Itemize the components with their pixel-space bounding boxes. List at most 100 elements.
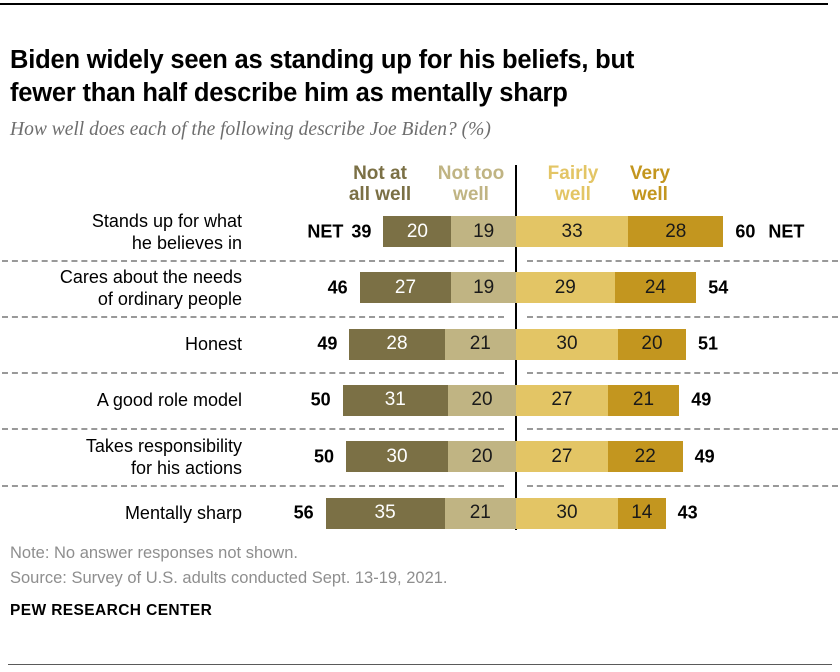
legend-label-line: Very [629, 163, 671, 184]
bottom-rule [8, 664, 832, 665]
legend-label-line: Not too [437, 163, 505, 184]
category-label-line: Cares about the needs [59, 266, 242, 287]
net-value-left: 50 [311, 390, 331, 411]
bar-segment-not-at-all-well: 27 [359, 272, 452, 304]
net-number: 54 [708, 277, 729, 298]
bar-value: 27 [551, 445, 573, 467]
bar-segment-fairly-well: 27 [516, 441, 608, 473]
bar-value: 30 [556, 502, 578, 523]
bar-segment-not-too-well: 20 [448, 384, 516, 416]
category-label: Cares about the needs of ordinary people [0, 266, 242, 310]
bar-segment-very-well: 21 [607, 384, 680, 416]
bar-value: 33 [561, 220, 583, 242]
bar-segment-not-too-well: 20 [448, 441, 516, 473]
row-separator [527, 428, 838, 431]
bar-segment-very-well: 20 [618, 328, 686, 360]
top-rule [0, 3, 828, 5]
net-value-left: NET 39 [307, 221, 371, 242]
category-label: Takes responsibility for his actions [0, 435, 242, 479]
bar-segment-not-at-all-well: 30 [346, 441, 448, 473]
pew-research-center-wordmark: PEW RESEARCH CENTER [10, 602, 213, 619]
net-number: 46 [327, 277, 348, 298]
legend-label-line: Fairly [547, 163, 599, 184]
bar-value: 20 [471, 445, 493, 467]
net-number: 49 [317, 333, 338, 354]
category-label-line: for his actions [130, 457, 242, 478]
bar-value: 19 [473, 276, 495, 298]
net-number: 43 [677, 502, 698, 523]
category-label-line: of ordinary people [97, 288, 242, 309]
net-value-right: 54 [708, 277, 728, 298]
row-separator [527, 484, 838, 487]
bar-row: 28 21 30 20 Honest 49 51 [0, 328, 840, 360]
net-value-left: 46 [328, 277, 348, 298]
chart-title: Biden widely seen as standing up for his… [10, 44, 828, 110]
bar-value: 31 [384, 389, 406, 411]
bar-row: 20 19 33 28 Stands up for what he believes in… [0, 211, 840, 253]
category-label: Honest [0, 333, 242, 355]
bar-value: 30 [556, 333, 578, 355]
category-label-line: A good role model [96, 390, 242, 411]
bar-row: 30 20 27 22 Takes responsibility for his acti… [0, 436, 840, 478]
net-number: 49 [691, 389, 712, 410]
legend-label-line: well [555, 184, 591, 205]
bar-value: 21 [469, 502, 491, 523]
bar-value: 20 [641, 333, 663, 355]
bar-value: 24 [644, 276, 666, 298]
net-number: 39 [351, 221, 372, 241]
row-separator [2, 315, 504, 318]
net-value-left: 50 [314, 446, 334, 467]
bar-value: 28 [665, 220, 687, 242]
row-separator [2, 484, 504, 487]
legend-label-not-too-well: Not too well [391, 163, 551, 205]
category-label-line: Takes responsibility [85, 435, 242, 456]
net-value-right: 51 [698, 334, 718, 355]
bar-segment-not-too-well: 21 [444, 328, 516, 360]
legend-label-line: all well [348, 184, 412, 205]
bar-segment-not-too-well: 19 [451, 216, 516, 247]
net-word: NET [307, 221, 344, 241]
chart-title-line-2: fewer than half describe him as mentally… [10, 79, 568, 107]
bar-value: 35 [374, 502, 396, 523]
bar-segment-not-at-all-well: 20 [383, 216, 452, 247]
net-number: 56 [293, 502, 314, 523]
category-label: Mentally sharp [0, 502, 242, 524]
bar-value: 21 [469, 333, 491, 355]
legend-label-line: well [453, 184, 489, 205]
net-value-right: 49 [691, 390, 711, 411]
bar-value: 14 [631, 502, 653, 523]
net-number: 49 [694, 446, 715, 467]
bar-segment-fairly-well: 27 [516, 384, 608, 416]
category-label: A good role model [0, 389, 242, 411]
net-number: 50 [313, 446, 334, 467]
category-label-line: he believes in [131, 232, 242, 253]
net-value-right: 60 NET [735, 221, 804, 242]
bar-value: 27 [394, 276, 417, 298]
bar-segment-not-too-well: 21 [444, 497, 516, 529]
bar-segment-not-at-all-well: 35 [325, 497, 445, 529]
net-number: 51 [698, 333, 719, 354]
row-separator [527, 315, 838, 318]
legend-label-line: well [632, 184, 668, 205]
category-label-line: Mentally sharp [124, 503, 242, 523]
bar-segment-very-well: 28 [628, 216, 724, 247]
chart-note: Note: No answer responses not shown. [10, 544, 298, 562]
bar-value: 27 [551, 389, 573, 411]
row-separator [527, 259, 838, 262]
legend-label-line: Not at [353, 163, 407, 184]
bar-segment-not-too-well: 19 [451, 272, 516, 304]
bar-value: 20 [471, 389, 493, 411]
net-value-left: 49 [317, 334, 337, 355]
bar-value: 29 [554, 276, 576, 298]
bar-value: 19 [473, 220, 495, 242]
bar-segment-very-well: 14 [618, 497, 666, 529]
row-separator [2, 428, 504, 431]
bar-value: 21 [632, 389, 655, 411]
bar-row: 27 19 29 24 Cares about the needs of ordinary… [0, 267, 840, 309]
row-separator [527, 372, 838, 375]
net-value-left: 56 [294, 503, 314, 524]
bar-segment-not-at-all-well: 28 [349, 328, 445, 360]
bar-segment-very-well: 24 [614, 272, 697, 304]
bar-segment-fairly-well: 30 [516, 328, 618, 360]
bar-row: 31 20 27 21 A good role model 50 49 [0, 384, 840, 416]
